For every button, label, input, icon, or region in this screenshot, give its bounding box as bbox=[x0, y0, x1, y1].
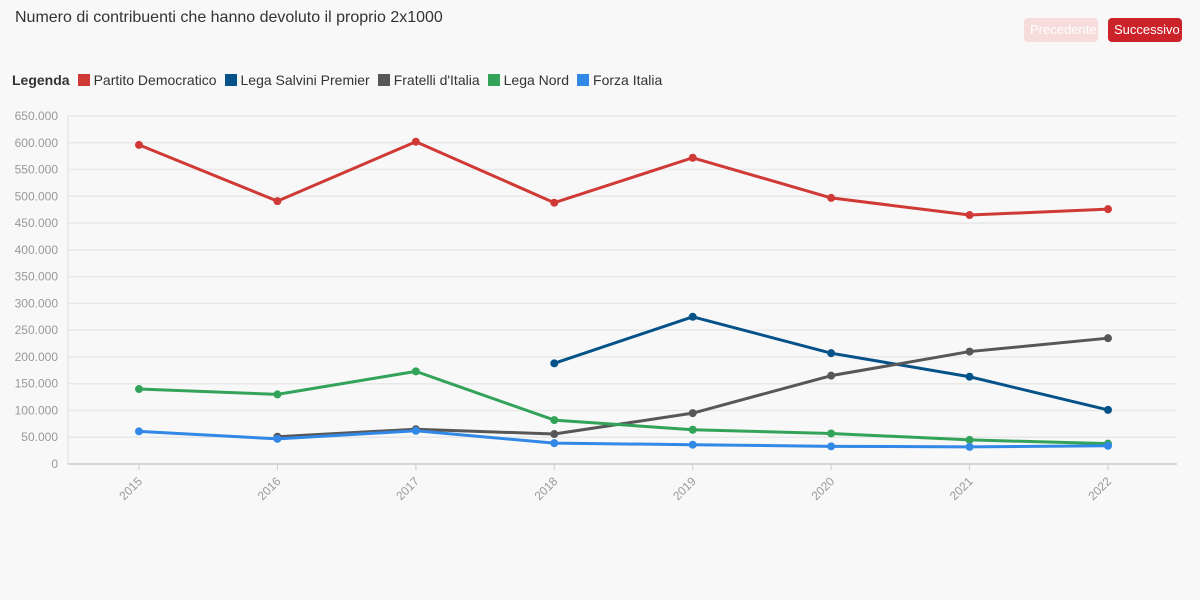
data-point bbox=[688, 312, 697, 321]
next-button[interactable]: Successivo bbox=[1108, 18, 1182, 42]
data-point bbox=[273, 434, 282, 443]
data-point bbox=[688, 440, 697, 449]
data-point bbox=[1104, 334, 1112, 343]
data-point bbox=[273, 390, 282, 399]
legend-label: Partito Democratico bbox=[93, 72, 217, 88]
y-tick-label: 650.000 bbox=[15, 109, 59, 123]
legend-swatch bbox=[224, 74, 237, 86]
x-tick-label: 2017 bbox=[393, 474, 422, 503]
y-tick-label: 250.000 bbox=[15, 323, 59, 337]
page-title: Numero di contribuenti che hanno devolut… bbox=[15, 9, 443, 26]
data-point bbox=[411, 367, 420, 376]
data-point bbox=[827, 442, 836, 451]
data-point bbox=[965, 211, 974, 220]
data-point bbox=[135, 140, 143, 149]
y-tick-label: 450.000 bbox=[15, 216, 59, 230]
data-point bbox=[550, 439, 559, 448]
legend-title: Legenda bbox=[12, 72, 70, 88]
data-point bbox=[135, 427, 143, 436]
data-point bbox=[550, 416, 559, 425]
legend-swatch bbox=[377, 74, 390, 86]
data-point bbox=[550, 430, 559, 439]
legend-item-forza-italia[interactable]: Forza Italia bbox=[577, 72, 662, 88]
data-point bbox=[827, 371, 836, 380]
data-point bbox=[827, 429, 836, 438]
data-point bbox=[1104, 441, 1112, 450]
data-point bbox=[1104, 205, 1112, 214]
data-point bbox=[965, 372, 974, 381]
data-point bbox=[965, 435, 974, 444]
data-point bbox=[688, 425, 697, 434]
data-point bbox=[965, 442, 974, 451]
legend-swatch bbox=[577, 74, 590, 86]
legend-item-lega-nord[interactable]: Lega Nord bbox=[487, 72, 570, 88]
data-point bbox=[550, 198, 559, 207]
pagination-nav: Precedente Successivo bbox=[1024, 18, 1182, 42]
data-point bbox=[827, 349, 836, 358]
data-point bbox=[688, 409, 697, 418]
x-tick-label: 2016 bbox=[255, 474, 284, 503]
x-tick-label: 2020 bbox=[808, 474, 837, 503]
series-line bbox=[137, 140, 1110, 217]
y-tick-label: 0 bbox=[51, 457, 58, 471]
series-line bbox=[137, 369, 1110, 446]
series-line bbox=[275, 336, 1110, 439]
data-point bbox=[688, 153, 697, 162]
series-line bbox=[137, 429, 1110, 449]
legend-item-fratelli-d-italia[interactable]: Fratelli d'Italia bbox=[377, 72, 480, 88]
data-point bbox=[135, 385, 143, 394]
legend-label: Fratelli d'Italia bbox=[393, 72, 480, 88]
data-point bbox=[1104, 405, 1112, 414]
y-tick-label: 400.000 bbox=[15, 243, 59, 257]
y-tick-label: 200.000 bbox=[15, 350, 59, 364]
x-tick-label: 2019 bbox=[670, 474, 699, 503]
x-tick-label: 2022 bbox=[1085, 474, 1114, 503]
y-tick-label: 300.000 bbox=[15, 296, 59, 310]
legend-label: Forza Italia bbox=[593, 72, 663, 88]
y-tick-label: 350.000 bbox=[15, 270, 59, 284]
chart-legend: Legenda Partito Democratico Lega Salvini… bbox=[12, 72, 670, 88]
legend-item-lega-salvini-premier[interactable]: Lega Salvini Premier bbox=[224, 72, 370, 88]
y-tick-label: 500.000 bbox=[15, 189, 59, 203]
previous-button[interactable]: Precedente bbox=[1024, 18, 1098, 42]
legend-item-partito-democratico[interactable]: Partito Democratico bbox=[77, 72, 217, 88]
data-point bbox=[411, 426, 420, 435]
legend-swatch bbox=[77, 74, 90, 86]
x-tick-label: 2018 bbox=[532, 474, 561, 503]
data-point bbox=[550, 359, 559, 368]
y-tick-label: 550.000 bbox=[15, 163, 59, 177]
data-point bbox=[411, 137, 420, 146]
y-tick-label: 100.000 bbox=[15, 403, 59, 417]
legend-swatch bbox=[487, 74, 500, 86]
data-point bbox=[273, 197, 282, 206]
y-tick-label: 150.000 bbox=[15, 377, 59, 391]
legend-label: Lega Nord bbox=[503, 72, 570, 88]
x-tick-label: 2015 bbox=[116, 474, 145, 503]
y-tick-label: 50.000 bbox=[21, 430, 58, 444]
data-point bbox=[827, 193, 836, 202]
data-point bbox=[965, 347, 974, 356]
x-tick-label: 2021 bbox=[947, 474, 976, 503]
legend-label: Lega Salvini Premier bbox=[240, 72, 370, 88]
y-tick-label: 600.000 bbox=[15, 136, 59, 150]
